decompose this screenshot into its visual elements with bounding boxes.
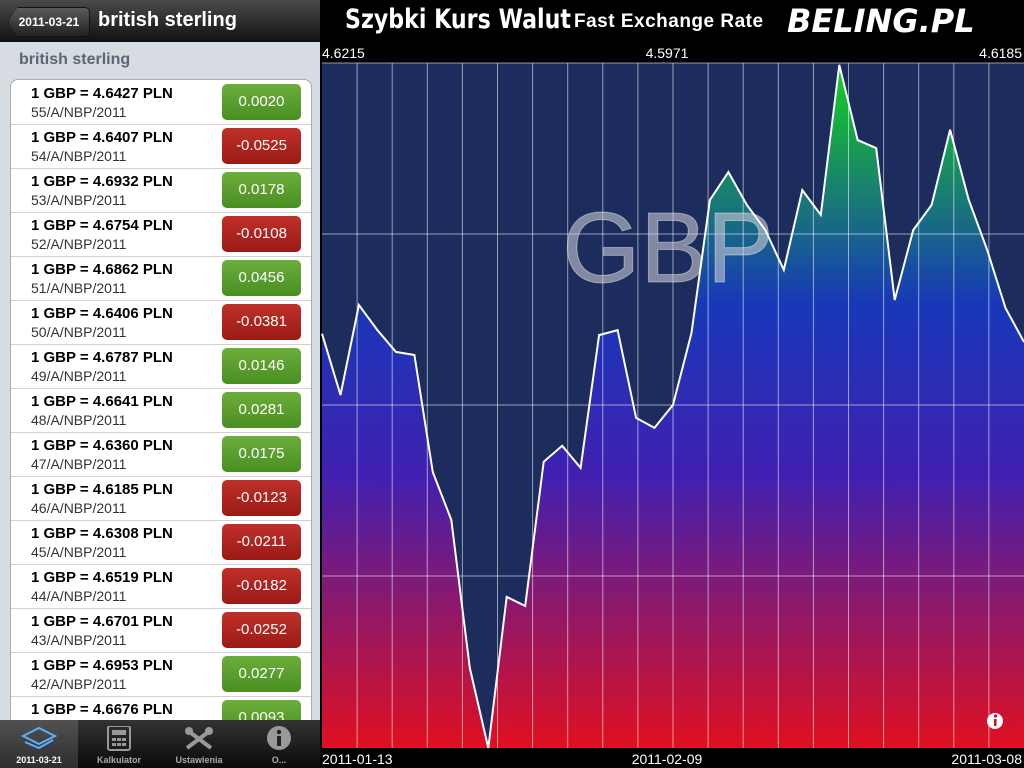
rate-text: 1 GBP = 4.6406 PLN	[31, 305, 173, 322]
rate-text: 1 GBP = 4.6701 PLN	[31, 613, 173, 630]
top-label: 4.5971	[646, 45, 689, 61]
change-badge: 0.0456	[222, 260, 301, 296]
rate-row[interactable]: 1 GBP = 4.6185 PLN 46/A/NBP/2011 -0.0123	[11, 476, 311, 521]
brand-logo[interactable]: BELING.PL	[787, 2, 975, 40]
table-number: 55/A/NBP/2011	[31, 104, 127, 120]
rate-row[interactable]: 1 GBP = 4.6360 PLN 47/A/NBP/2011 0.0175	[11, 432, 311, 477]
table-number: 46/A/NBP/2011	[31, 500, 127, 516]
tab-label: O...	[271, 755, 287, 765]
tab-icon	[107, 726, 131, 751]
top-label-band	[321, 42, 1024, 63]
change-badge: -0.0123	[222, 480, 301, 516]
chart: GBP 4.6215 4.5971 4.6185 2011-01-13 2011-02-0…	[321, 42, 1024, 768]
nav-title: british sterling	[98, 9, 237, 31]
table-number: 42/A/NBP/2011	[31, 676, 127, 692]
info-glyph	[994, 719, 997, 726]
tab-icon	[267, 726, 291, 750]
rate-row[interactable]: 1 GBP = 4.6701 PLN 43/A/NBP/2011 -0.0252	[11, 608, 311, 653]
change-badge: 0.0178	[222, 172, 301, 208]
tab-label: Kalkulator	[96, 755, 141, 765]
table-number: 43/A/NBP/2011	[31, 632, 127, 648]
right-panel: Szybki Kurs Walut Fast Exchange Rate BEL…	[321, 0, 1024, 768]
rate-text: 1 GBP = 4.6407 PLN	[31, 129, 173, 146]
tab-item[interactable]: O...	[240, 720, 318, 768]
app-subtitle: Fast Exchange Rate	[574, 11, 764, 32]
rate-text: 1 GBP = 4.6308 PLN	[31, 525, 173, 542]
rate-row[interactable]: 1 GBP = 4.6519 PLN 44/A/NBP/2011 -0.0182	[11, 564, 311, 609]
tab-label: 2011-03-21	[16, 755, 62, 765]
tab-label: Ustawienia	[175, 755, 223, 765]
rate-row[interactable]: 1 GBP = 4.6953 PLN 42/A/NBP/2011 0.0277	[11, 652, 311, 697]
table-number: 49/A/NBP/2011	[31, 368, 127, 384]
table-number: 50/A/NBP/2011	[31, 324, 127, 340]
change-badge: -0.0525	[222, 128, 301, 164]
rate-row[interactable]: 1 GBP = 4.6308 PLN 45/A/NBP/2011 -0.0211	[11, 520, 311, 565]
rate-row[interactable]: 1 GBP = 4.6407 PLN 54/A/NBP/2011 -0.0525	[11, 124, 311, 169]
nav-bar: 2011-03-21 british sterling	[0, 0, 320, 42]
tab-item[interactable]: Ustawienia	[160, 720, 238, 768]
tab-item[interactable]: Kalkulator	[80, 720, 158, 768]
tab-icon	[20, 726, 58, 750]
table-number: 53/A/NBP/2011	[31, 192, 127, 208]
rate-text: 1 GBP = 4.6862 PLN	[31, 261, 173, 278]
change-badge: -0.0252	[222, 612, 301, 648]
change-badge: -0.0108	[222, 216, 301, 252]
tab-icon	[185, 727, 213, 750]
info-glyph	[993, 714, 998, 718]
rate-row[interactable]: 1 GBP = 4.6932 PLN 53/A/NBP/2011 0.0178	[11, 168, 311, 213]
table-number: 47/A/NBP/2011	[31, 456, 127, 472]
table-number: 45/A/NBP/2011	[31, 544, 127, 560]
change-badge: -0.0182	[222, 568, 301, 604]
x-tick-label: 2011-03-08	[951, 751, 1022, 767]
change-badge: -0.0211	[222, 524, 301, 560]
rate-text: 1 GBP = 4.6932 PLN	[31, 173, 173, 190]
app-title: Szybki Kurs Walut	[345, 4, 571, 35]
rate-text: 1 GBP = 4.6427 PLN	[31, 85, 173, 102]
line	[321, 64, 1024, 749]
rate-row[interactable]: 1 GBP = 4.6427 PLN 55/A/NBP/2011 0.0020	[11, 80, 311, 125]
back-button[interactable]: 2011-03-21	[8, 7, 90, 37]
table-number: 48/A/NBP/2011	[31, 412, 127, 428]
x-tick-label: 2011-01-13	[322, 751, 393, 767]
change-badge: 0.0146	[222, 348, 301, 384]
table-number: 54/A/NBP/2011	[31, 148, 127, 164]
rate-text: 1 GBP = 4.6787 PLN	[31, 349, 173, 366]
rate-row[interactable]: 1 GBP = 4.6787 PLN 49/A/NBP/2011 0.0146	[11, 344, 311, 389]
change-badge: -0.0381	[222, 304, 301, 340]
rate-text: 1 GBP = 4.6519 PLN	[31, 569, 173, 586]
rate-text: 1 GBP = 4.6676 PLN	[31, 701, 173, 718]
bottom-label-band	[321, 748, 1024, 768]
x-tick-label: 2011-02-09	[632, 751, 703, 767]
change-badge: 0.0281	[222, 392, 301, 428]
watermark: GBP	[562, 192, 773, 304]
change-badge: 0.0175	[222, 436, 301, 472]
change-badge: 0.0277	[222, 656, 301, 692]
rate-text: 1 GBP = 4.6953 PLN	[31, 657, 173, 674]
table-number: 51/A/NBP/2011	[31, 280, 127, 296]
table-number: 44/A/NBP/2011	[31, 588, 127, 604]
rate-row[interactable]: 1 GBP = 4.6754 PLN 52/A/NBP/2011 -0.0108	[11, 212, 311, 257]
tab-bar: 2011-03-21 Kalkulator Ustawienia O...	[0, 720, 320, 768]
rate-row[interactable]: 1 GBP = 4.6406 PLN 50/A/NBP/2011 -0.0381	[11, 300, 311, 345]
rate-text: 1 GBP = 4.6185 PLN	[31, 481, 173, 498]
rate-text: 1 GBP = 4.6360 PLN	[31, 437, 173, 454]
rate-row[interactable]: 1 GBP = 4.6641 PLN 48/A/NBP/2011 0.0281	[11, 388, 311, 433]
top-label: 4.6215	[322, 45, 365, 61]
app-header: Szybki Kurs Walut Fast Exchange Rate BEL…	[321, 0, 1024, 42]
rate-list: 1 GBP = 4.6427 PLN 55/A/NBP/2011 0.0020 1 G…	[10, 79, 312, 768]
change-badge: 0.0020	[222, 84, 301, 120]
rate-text: 1 GBP = 4.6754 PLN	[31, 217, 173, 234]
top-label: 4.6185	[979, 45, 1022, 61]
tab-item[interactable]: 2011-03-21	[0, 720, 78, 768]
table-number: 52/A/NBP/2011	[31, 236, 127, 252]
rate-text: 1 GBP = 4.6641 PLN	[31, 393, 173, 410]
rate-row[interactable]: 1 GBP = 4.6862 PLN 51/A/NBP/2011 0.0456	[11, 256, 311, 301]
left-panel: 2011-03-21 british sterling british ster…	[0, 0, 320, 768]
section-header: british sterling	[19, 51, 131, 68]
